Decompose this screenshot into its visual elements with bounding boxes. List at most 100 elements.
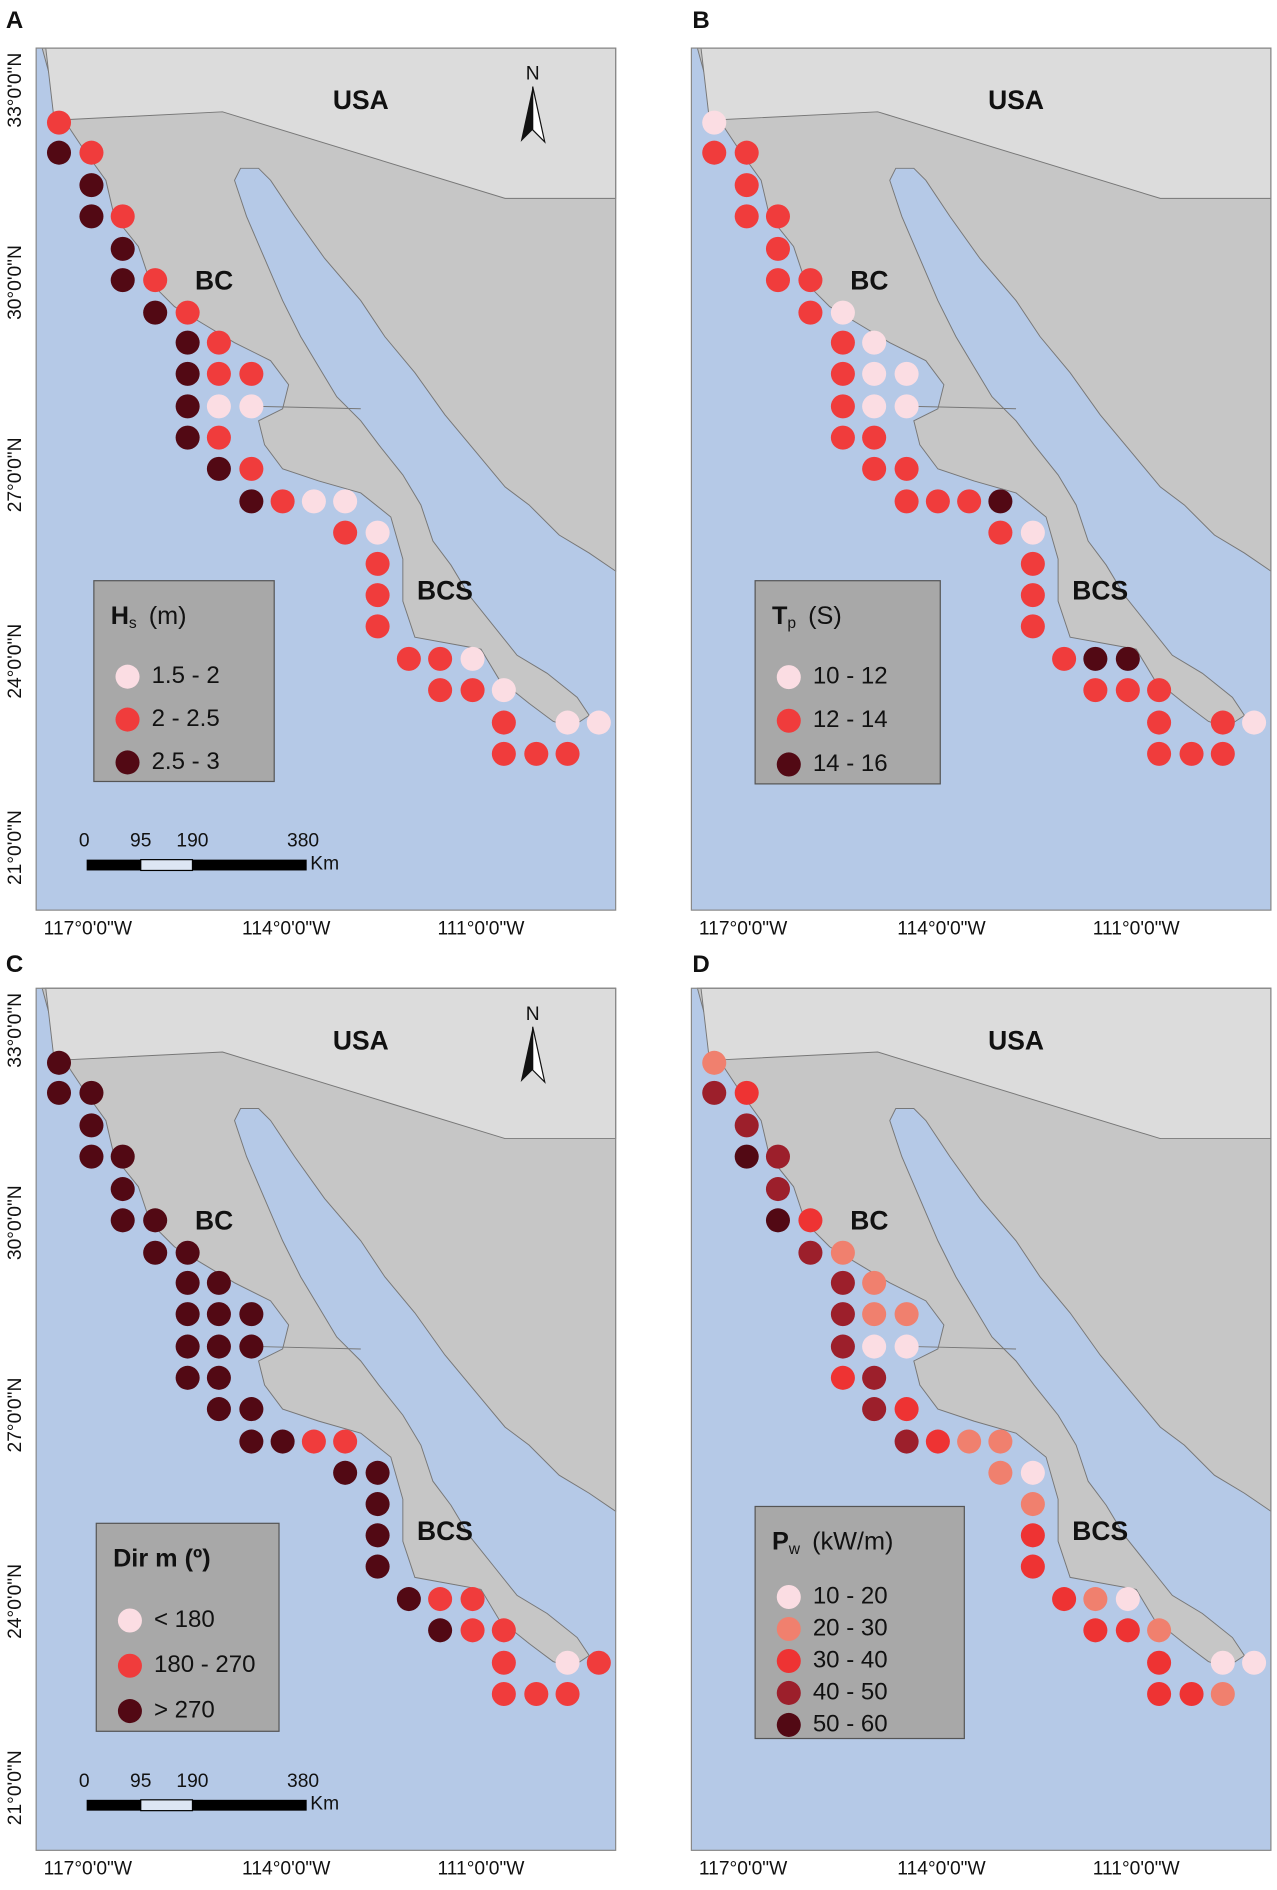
site-point bbox=[894, 394, 919, 419]
legend-item: 20 - 30 bbox=[813, 1614, 888, 1641]
site-point bbox=[765, 1144, 790, 1169]
site-point bbox=[1115, 678, 1140, 703]
site-point bbox=[586, 710, 611, 735]
panel-label: B bbox=[692, 7, 709, 34]
site-point bbox=[143, 268, 168, 293]
legend-title: Hs (m) bbox=[111, 601, 187, 632]
place-label: BCS bbox=[417, 1516, 473, 1546]
site-point bbox=[460, 1587, 485, 1612]
legend-item: 14 - 16 bbox=[813, 750, 888, 777]
legend-item: 2 - 2.5 bbox=[152, 705, 220, 732]
site-point bbox=[765, 236, 790, 261]
site-point bbox=[830, 1240, 855, 1265]
site-point bbox=[702, 1050, 727, 1075]
site-point bbox=[862, 330, 887, 355]
site-point bbox=[830, 1270, 855, 1295]
site-point bbox=[460, 1618, 485, 1643]
site-point bbox=[734, 1144, 759, 1169]
site-point bbox=[175, 300, 200, 325]
legend-swatch bbox=[776, 1680, 801, 1705]
place-label: BC bbox=[195, 266, 233, 296]
site-point bbox=[1052, 646, 1077, 671]
site-point bbox=[428, 1618, 453, 1643]
legend-swatch bbox=[776, 665, 801, 690]
site-point bbox=[1147, 1650, 1172, 1675]
site-point bbox=[894, 1334, 919, 1359]
site-point bbox=[830, 330, 855, 355]
site-point bbox=[365, 1523, 390, 1548]
site-point bbox=[79, 1113, 104, 1138]
legend-title-subscript: p bbox=[787, 615, 796, 632]
site-point bbox=[862, 456, 887, 481]
site-point bbox=[396, 646, 421, 671]
legend-swatch bbox=[117, 1653, 142, 1678]
site-point bbox=[1020, 520, 1045, 545]
panel-label: D bbox=[692, 951, 709, 978]
legend-title-subscript: w bbox=[788, 1541, 801, 1558]
legend-item: 1.5 - 2 bbox=[152, 662, 220, 689]
site-point bbox=[862, 1397, 887, 1422]
scale-segment bbox=[140, 1799, 194, 1812]
site-point bbox=[270, 489, 295, 514]
lon-label: 114°0'0"W bbox=[242, 918, 331, 939]
place-label: BC bbox=[850, 1206, 888, 1236]
site-point bbox=[1020, 1523, 1045, 1548]
site-point bbox=[1020, 1492, 1045, 1517]
site-point bbox=[862, 1365, 887, 1390]
site-point bbox=[1210, 710, 1235, 735]
site-point bbox=[270, 1429, 295, 1454]
lon-label: 111°0'0"W bbox=[1093, 918, 1181, 939]
site-point bbox=[957, 489, 982, 514]
site-point bbox=[110, 204, 135, 229]
site-point bbox=[175, 1270, 200, 1295]
site-point bbox=[798, 300, 823, 325]
lat-label: 27°0'0"N bbox=[5, 1378, 26, 1453]
site-point bbox=[988, 1460, 1013, 1485]
legend-title-text: P bbox=[772, 1527, 789, 1555]
site-point bbox=[555, 1682, 580, 1707]
site-point bbox=[460, 678, 485, 703]
site-point bbox=[491, 1618, 516, 1643]
site-point bbox=[1115, 1587, 1140, 1612]
site-point bbox=[925, 489, 950, 514]
site-point bbox=[765, 204, 790, 229]
legend-item: 180 - 270 bbox=[154, 1651, 256, 1678]
site-point bbox=[925, 1429, 950, 1454]
site-point bbox=[110, 1208, 135, 1233]
site-point bbox=[301, 489, 326, 514]
site-point bbox=[1020, 1554, 1045, 1579]
site-point bbox=[175, 425, 200, 450]
lon-label: 117°0'0"W bbox=[44, 918, 133, 939]
site-point bbox=[1052, 1587, 1077, 1612]
site-point bbox=[524, 741, 549, 766]
panel-label: C bbox=[6, 951, 23, 978]
site-point bbox=[110, 268, 135, 293]
site-point bbox=[1210, 1650, 1235, 1675]
site-point bbox=[765, 268, 790, 293]
site-point bbox=[428, 646, 453, 671]
legend-item: 50 - 60 bbox=[813, 1710, 888, 1737]
scale-segment bbox=[86, 859, 141, 871]
lat-label: 33°0'0"N bbox=[5, 53, 26, 128]
place-label: BCS bbox=[1072, 576, 1128, 606]
north-arrow bbox=[532, 86, 546, 144]
site-point bbox=[586, 1650, 611, 1675]
site-point bbox=[365, 520, 390, 545]
lat-label: 30°0'0"N bbox=[5, 245, 26, 320]
legend-title-subscript: s bbox=[129, 615, 137, 632]
lat-label: 27°0'0"N bbox=[5, 437, 26, 512]
site-point bbox=[1210, 741, 1235, 766]
site-point bbox=[1020, 1460, 1045, 1485]
site-point bbox=[798, 268, 823, 293]
site-point bbox=[175, 1365, 200, 1390]
legend-item: 30 - 40 bbox=[813, 1646, 888, 1673]
legend-swatch bbox=[776, 1712, 801, 1737]
lat-label: 24°0'0"N bbox=[5, 1564, 26, 1639]
lon-label: 114°0'0"W bbox=[897, 1859, 986, 1880]
map-frame bbox=[35, 47, 617, 911]
site-point bbox=[143, 300, 168, 325]
site-point bbox=[1147, 1682, 1172, 1707]
lon-label: 111°0'0"W bbox=[438, 918, 526, 939]
site-point bbox=[1147, 1618, 1172, 1643]
place-label: USA bbox=[988, 85, 1044, 115]
